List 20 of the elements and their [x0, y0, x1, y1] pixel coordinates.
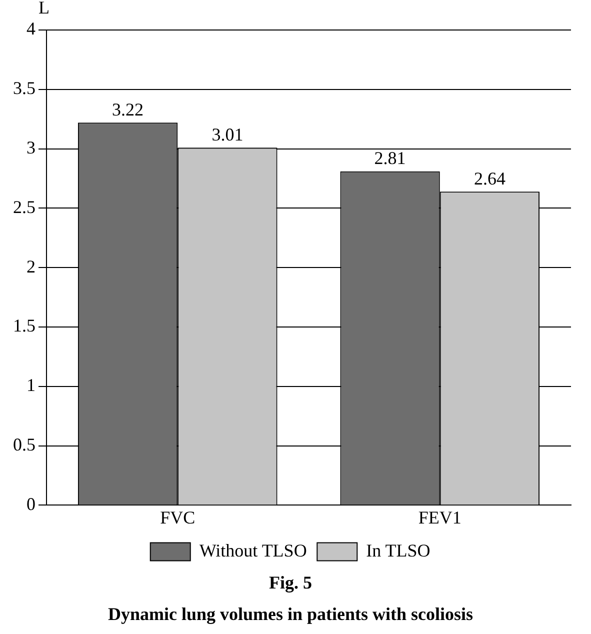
y-tick-label: 3 [26, 138, 36, 158]
y-tick-label: 3.5 [13, 78, 36, 98]
y-tick-label: 1.5 [13, 316, 36, 336]
y-tick-label: 0 [26, 494, 36, 514]
data-label: 2.81 [374, 148, 406, 168]
y-tick-label: 2 [26, 256, 36, 276]
x-tick-label: FVC [160, 508, 196, 528]
x-tick-label: FEV1 [418, 508, 462, 528]
text: Dynamic lung volumes in patients with scoliosis [108, 604, 474, 624]
y-axis-title: L [38, 0, 50, 18]
y-tick-label: 4 [26, 18, 36, 39]
data-label: 2.64 [474, 168, 506, 188]
y-tick-label: 2.5 [13, 196, 36, 217]
legend-label: Without TLSO [199, 540, 307, 561]
y-tick-label: 0.5 [13, 434, 36, 455]
legend-label: In TLSO [366, 540, 430, 561]
data-label: 3.22 [112, 99, 144, 120]
y-tick-label: 1 [26, 375, 36, 396]
caption: Fig. 5 [269, 572, 312, 592]
data-label: 3.01 [212, 124, 244, 144]
